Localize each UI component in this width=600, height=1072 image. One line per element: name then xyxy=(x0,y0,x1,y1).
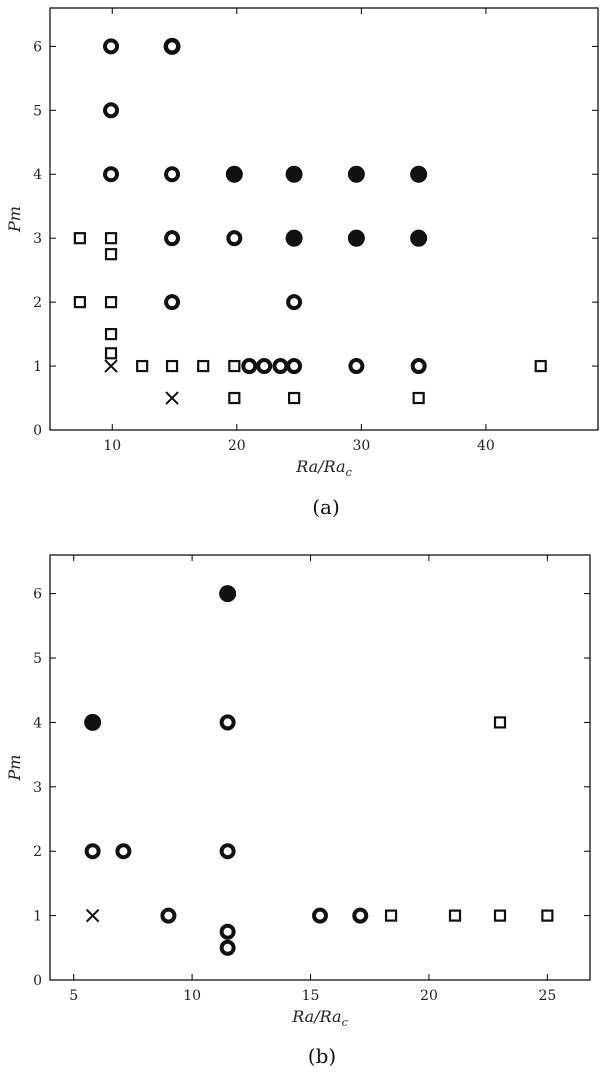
data-point-square xyxy=(412,391,425,405)
data-point-ring xyxy=(410,358,427,375)
data-point-ring xyxy=(115,843,132,860)
y-tick-label: 5 xyxy=(33,651,42,667)
data-point-ring xyxy=(272,358,289,375)
data-point-ring xyxy=(103,38,120,55)
y-tick-label: 4 xyxy=(33,715,42,731)
data-point-square xyxy=(165,359,179,373)
y-tick-label: 0 xyxy=(33,423,42,439)
panel-caption: (b) xyxy=(308,1044,336,1068)
x-axis-label: Ra/Rac xyxy=(295,457,351,479)
data-point-filled-circle xyxy=(219,585,237,603)
data-point-ring xyxy=(103,102,120,119)
data-point-square xyxy=(228,391,241,405)
data-point-ring xyxy=(312,907,328,924)
data-point-square xyxy=(104,232,118,245)
data-point-ring xyxy=(219,939,236,956)
data-point-filled-circle xyxy=(347,229,365,247)
y-tick-label: 0 xyxy=(33,973,42,989)
data-point-square xyxy=(288,391,301,405)
data-point-filled-circle xyxy=(410,165,428,183)
chart-panel-2: 5 10 15 20 25 0 1 2 3 4 5 6 Ra/Rac Pm (b) xyxy=(5,554,591,1068)
data-point-ring xyxy=(219,714,236,731)
data-point-ring xyxy=(164,166,181,183)
data-point-square xyxy=(541,909,554,922)
x-tick-label: 10 xyxy=(103,438,121,454)
y-axis-label: Pm xyxy=(5,206,24,233)
data-point-square xyxy=(534,359,547,373)
x-axis-label: Ra/Rac xyxy=(291,1007,347,1029)
y-tick-label: 2 xyxy=(33,295,42,311)
data-point-ring xyxy=(286,294,303,311)
data-point-square xyxy=(384,909,398,922)
y-tick-label: 5 xyxy=(33,103,42,119)
x-tick-label: 10 xyxy=(183,988,201,1004)
data-point-ring xyxy=(103,166,120,183)
data-point-square xyxy=(73,232,86,245)
x-tick-label: 20 xyxy=(228,438,246,454)
data-point-cross xyxy=(85,908,100,923)
y-tick-label: 4 xyxy=(33,167,42,183)
data-point-ring xyxy=(226,230,243,247)
plot-frame xyxy=(49,7,599,431)
data-point-ring xyxy=(348,358,365,375)
data-point-square xyxy=(493,716,507,729)
data-point-square xyxy=(73,296,86,309)
y-tick-label: 3 xyxy=(33,231,42,247)
chart-panel-1: 10 20 30 40 0 1 2 3 4 5 6 Ra/Rac Pm (a) xyxy=(5,7,599,519)
y-tick-label: 1 xyxy=(33,909,42,925)
y-tick-label: 1 xyxy=(33,359,42,375)
data-point-ring xyxy=(256,358,273,375)
data-point-ring xyxy=(219,843,236,860)
data-point-ring xyxy=(164,38,181,55)
data-point-ring xyxy=(164,294,181,311)
panel-caption: (a) xyxy=(312,495,340,519)
y-tick-label: 2 xyxy=(33,844,42,860)
x-tick-label: 30 xyxy=(352,438,370,454)
data-point-ring xyxy=(160,907,177,924)
y-tick-label: 3 xyxy=(33,780,42,796)
data-point-ring xyxy=(352,907,369,924)
data-point-square xyxy=(136,359,149,373)
data-point-ring xyxy=(164,230,181,247)
x-tick-label: 25 xyxy=(538,988,556,1004)
data-point-square xyxy=(197,359,210,373)
data-point-filled-circle xyxy=(285,229,303,247)
x-tick-label: 5 xyxy=(69,988,78,1004)
data-point-square xyxy=(104,347,118,360)
data-point-ring xyxy=(241,358,258,375)
data-point-filled-circle xyxy=(84,713,102,731)
y-axis-label: Pm xyxy=(5,755,24,782)
data-point-square xyxy=(104,296,118,309)
data-point-filled-circle xyxy=(285,165,303,183)
data-point-square xyxy=(104,248,118,261)
data-point-square xyxy=(104,327,118,341)
data-point-ring xyxy=(84,843,101,860)
data-point-filled-circle xyxy=(225,165,243,183)
data-point-filled-circle xyxy=(410,229,428,247)
data-point-square xyxy=(448,909,462,922)
plot-frame xyxy=(49,554,591,981)
x-tick-label: 20 xyxy=(420,988,438,1004)
data-point-cross xyxy=(165,391,179,405)
y-tick-label: 6 xyxy=(33,39,42,55)
data-point-square xyxy=(228,359,241,373)
data-point-ring xyxy=(286,358,303,375)
data-point-square xyxy=(493,909,507,922)
data-point-ring xyxy=(219,923,236,940)
x-tick-label: 40 xyxy=(477,438,495,454)
y-tick-label: 6 xyxy=(33,587,42,603)
data-point-cross xyxy=(104,359,118,373)
data-point-filled-circle xyxy=(347,165,365,183)
x-tick-label: 15 xyxy=(302,988,320,1004)
